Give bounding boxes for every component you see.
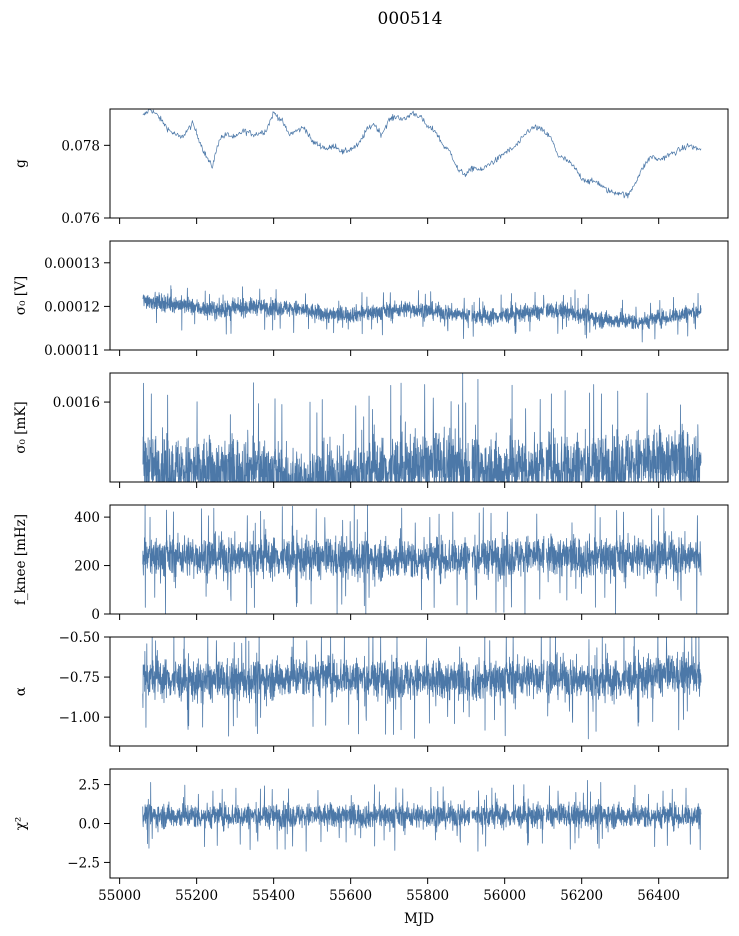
x-tick-label: 55400 <box>252 888 295 904</box>
x-tick-label: 56200 <box>560 888 603 904</box>
y-tick-label-sigma0_V: 0.00012 <box>44 299 100 315</box>
y-tick-label-fknee: 400 <box>74 510 100 526</box>
x-tick-label: 55000 <box>98 888 141 904</box>
y-axis-label-alpha: α <box>13 687 29 696</box>
plot-frame-g <box>109 108 729 219</box>
y-axis-label-fknee: f_knee [mHz] <box>13 514 29 605</box>
y-tick-label-g: 0.076 <box>61 211 100 227</box>
y-axis-label-g: g <box>13 159 29 168</box>
y-tick-label-sigma0_mK: 0.0016 <box>53 395 100 411</box>
series-line-fknee <box>142 505 702 614</box>
series-line-chi2 <box>142 779 702 852</box>
plot-frame-sigma0_mK <box>109 372 729 483</box>
panel-sigma0_V: 0.00011 0.00012 0.00013 σ₀ [V] <box>13 240 729 359</box>
x-tick-label: 55200 <box>175 888 218 904</box>
series-line-sigma0_V <box>142 285 702 343</box>
panel-g: 0.076 0.078 g <box>13 108 729 227</box>
y-tick-label-alpha: −1.00 <box>59 710 100 726</box>
plot-frame-sigma0_V <box>109 240 729 351</box>
x-tick-label: 56400 <box>637 888 680 904</box>
x-tick-label: 56000 <box>483 888 526 904</box>
x-tick-label: 55600 <box>329 888 372 904</box>
panel-chi2: −2.5 0.0 2.5 55000 55200 55400 55600 55800 56000… <box>13 768 729 904</box>
x-tick-label: 55800 <box>406 888 449 904</box>
y-axis-label-chi2: χ² <box>13 817 29 831</box>
y-tick-label-chi2: 2.5 <box>79 778 100 794</box>
series-line-alpha <box>142 637 702 740</box>
y-tick-label-chi2: 0.0 <box>79 817 100 833</box>
y-axis-label-sigma0_V: σ₀ [V] <box>13 276 29 315</box>
series-line-sigma0_mK <box>142 373 702 482</box>
y-tick-label-chi2: −2.5 <box>67 855 100 871</box>
y-tick-label-g: 0.078 <box>61 138 100 154</box>
y-tick-label-alpha: −0.75 <box>59 670 100 686</box>
panel-sigma0_mK: 0.0016 σ₀ [mK] <box>13 372 729 488</box>
plot-frame-alpha <box>109 636 729 747</box>
figure-title: 000514 <box>378 9 443 29</box>
y-tick-label-sigma0_V: 0.00013 <box>44 256 100 272</box>
plot-frame-fknee <box>109 504 729 615</box>
y-tick-label-sigma0_V: 0.00011 <box>44 343 100 359</box>
panel-alpha: −1.00 −0.75 −0.50 α <box>13 630 729 752</box>
x-axis-label: MJD <box>404 911 434 927</box>
series-line-g <box>142 109 702 199</box>
y-tick-label-fknee: 200 <box>74 559 100 575</box>
y-axis-label-sigma0_mK: σ₀ [mK] <box>13 401 29 453</box>
y-tick-label-fknee: 0 <box>91 607 100 623</box>
panel-fknee: 0 200 400 f_knee [mHz] <box>13 504 729 623</box>
y-tick-label-alpha: −0.50 <box>59 630 100 646</box>
